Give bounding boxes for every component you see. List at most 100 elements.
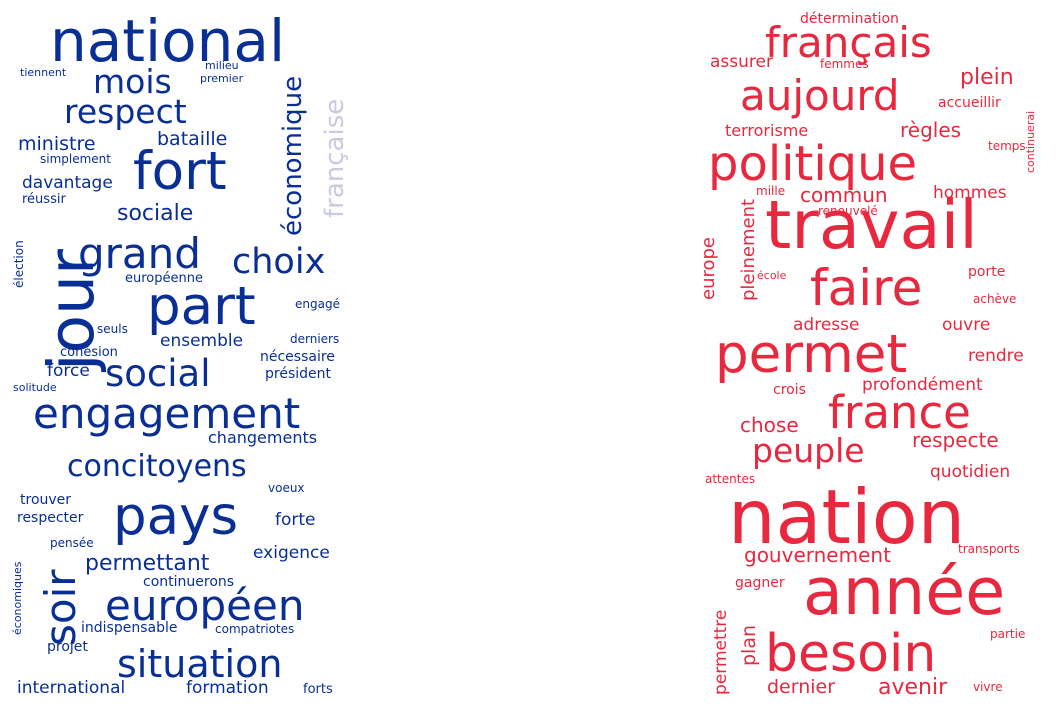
word-right-28: profondément [862,375,983,395]
word-right-13: commun [800,183,888,207]
word-left-38: forte [275,510,316,530]
word-left-40: exigence [253,543,330,563]
word-left-51: formation [186,678,269,698]
word-right-6: accueillir [938,95,1001,111]
word-left-4: mois [93,62,172,101]
word-left-48: projet [47,639,88,655]
word-right-17: europe [698,236,719,300]
word-right-1: français [765,18,932,67]
word-left-23: ensemble [160,331,244,351]
word-right-34: attentes [705,472,756,486]
word-right-3: femmes [820,57,869,71]
word-right-27: crois [773,382,806,398]
word-left-35: trouver [20,492,72,508]
word-left-41: soir [36,569,85,646]
word-right-38: gagner [735,575,785,591]
word-right-40: permettre [711,609,731,695]
word-left-10: simplement [40,152,111,166]
word-right-46: vivre [973,680,1003,694]
word-left-11: fort [133,141,227,202]
word-left-31: engagement [33,389,301,438]
word-left-34: voeux [268,481,305,495]
word-right-2: assurer [710,52,773,72]
left-word-cloud: national tiennent milieu premier mois respect… [0,0,370,713]
word-left-17: grand [78,229,201,278]
word-left-14: sociale [117,201,194,226]
word-right-20: porte [968,264,1006,280]
word-left-3: premier [200,72,244,85]
word-right-32: peuple [752,431,865,470]
word-right-29: france [828,386,971,439]
word-right-36: gouvernement [744,543,891,567]
word-right-0: détermination [800,11,899,27]
word-right-26: rendre [968,346,1024,366]
word-right-37: transports [958,542,1020,556]
word-left-39: pensée [50,536,94,550]
word-left-29: président [265,366,331,382]
word-left-36: pays [113,486,239,547]
word-left-28: social [105,352,211,395]
word-right-45: avenir [878,675,948,700]
word-right-5: aujourd [740,71,900,120]
word-right-9: continuerai [1024,110,1037,173]
word-right-8: règles [900,118,962,142]
word-left-8: ministre [18,133,96,155]
word-left-42: permettant [85,551,210,576]
word-left-0: national [50,7,286,75]
word-right-16: travail [765,186,978,264]
word-right-41: plan [738,624,760,666]
word-right-22: achève [973,292,1017,306]
word-right-31: respecte [912,428,999,452]
word-left-37: respecter [17,510,84,526]
word-right-10: temps [988,139,1026,153]
word-right-39: année [803,555,1006,630]
word-left-45: européen [105,581,305,630]
word-left-6: économique [278,75,308,236]
word-left-52: forts [303,682,333,697]
word-left-20: part [147,276,256,337]
word-left-9: bataille [157,128,228,150]
word-right-35: nation [728,473,966,561]
word-left-2: milieu [205,59,239,72]
word-right-42: besoin [765,624,937,684]
right-word-cloud: détermination français assurer femmes plein a… [698,0,1060,713]
word-right-43: partie [990,627,1026,641]
word-right-19: école [757,269,787,282]
word-right-15: renouvelé [818,204,878,218]
word-left-49: situation [117,642,283,686]
word-right-12: mille [756,184,786,198]
word-left-5: respect [64,92,187,131]
word-right-11: politique [708,136,918,192]
word-left-7: française [320,99,350,219]
word-left-26: nécessaire [260,349,335,365]
word-right-14: hommes [933,183,1007,203]
word-left-19: européenne [125,271,203,286]
word-left-30: solitude [13,381,57,394]
word-right-4: plein [960,65,1014,90]
word-left-12: davantage [22,173,113,193]
word-left-18: choix [232,242,326,282]
word-left-22: seuls [97,322,128,336]
word-right-33: quotidien [930,462,1011,482]
word-right-30: chose [740,413,799,437]
word-left-25: cohésion [60,345,118,360]
word-left-24: derniers [290,332,340,346]
word-left-46: indispensable [81,620,178,636]
word-right-23: adresse [793,315,860,335]
word-left-27: force [47,361,90,381]
word-left-21: engagé [295,297,340,311]
word-left-13: réussir [22,192,66,207]
word-right-24: ouvre [942,315,991,335]
word-left-50: international [17,678,126,698]
word-left-33: concitoyens [67,449,247,484]
word-left-44: continuerons [143,574,235,590]
word-left-1: tiennent [20,66,67,79]
word-left-43: économiques [11,561,24,635]
word-right-25: permet [715,324,908,385]
word-right-18: pleinement [738,198,759,301]
word-right-44: dernier [767,676,836,698]
word-right-7: terrorisme [725,121,809,140]
word-left-16: élection [12,239,26,288]
word-left-32: changements [208,428,318,447]
word-left-47: compatriotes [215,622,295,636]
